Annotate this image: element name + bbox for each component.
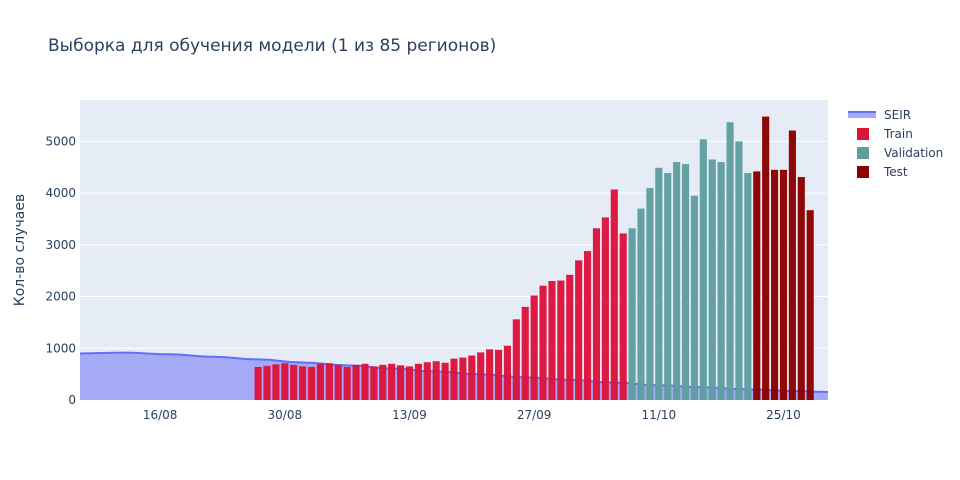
validation-bar bbox=[717, 162, 725, 400]
train-bar bbox=[575, 260, 583, 400]
test-bar bbox=[788, 130, 796, 400]
train-bar bbox=[521, 306, 529, 400]
train-bar bbox=[584, 251, 592, 400]
legend-label: Test bbox=[883, 165, 908, 179]
test-bar bbox=[779, 169, 788, 400]
train-bar bbox=[539, 285, 547, 400]
validation-bar bbox=[681, 164, 690, 400]
train-bar bbox=[610, 189, 618, 400]
train-bar bbox=[486, 349, 494, 400]
legend-swatch-validation bbox=[857, 147, 869, 159]
train-bar bbox=[352, 364, 360, 400]
train-bar bbox=[263, 365, 271, 400]
y-axis-ticks: 0 1000 2000 3000 4000 5000 bbox=[45, 134, 76, 407]
x-tick-label: 16/08 bbox=[143, 408, 178, 422]
x-tick-label: 27/09 bbox=[517, 408, 552, 422]
train-bar bbox=[432, 361, 440, 400]
train-bar bbox=[441, 362, 449, 400]
y-tick-label: 4000 bbox=[45, 186, 76, 200]
validation-bar bbox=[690, 195, 698, 400]
train-bar bbox=[450, 358, 458, 400]
train-bar bbox=[619, 233, 627, 400]
validation-bar bbox=[744, 172, 752, 400]
seir-line bbox=[79, 351, 829, 393]
validation-bar bbox=[664, 172, 672, 400]
validation-bar bbox=[708, 159, 716, 400]
train-bar bbox=[459, 357, 467, 400]
legend[interactable]: SEIR Train Validation Test bbox=[848, 108, 943, 179]
train-bar bbox=[370, 366, 378, 400]
train-bar bbox=[325, 363, 333, 400]
x-tick-label: 13/09 bbox=[392, 408, 427, 422]
legend-item-seir[interactable]: SEIR bbox=[848, 108, 911, 122]
validation-bar bbox=[628, 228, 636, 400]
train-bar bbox=[272, 364, 280, 400]
train-bar bbox=[343, 366, 351, 400]
test-bar bbox=[753, 171, 761, 400]
train-bar bbox=[512, 319, 520, 400]
train-bar bbox=[316, 363, 324, 400]
train-bar bbox=[601, 217, 609, 400]
validation-bar bbox=[699, 139, 707, 400]
legend-label: Validation bbox=[884, 146, 943, 160]
train-bar bbox=[397, 365, 405, 400]
train-bar bbox=[423, 362, 431, 400]
validation-bar bbox=[637, 208, 645, 400]
test-bar bbox=[806, 210, 814, 400]
train-bar bbox=[503, 345, 511, 400]
train-bar bbox=[379, 364, 387, 400]
bar-series bbox=[254, 116, 814, 400]
legend-swatch-test bbox=[857, 166, 869, 178]
legend-item-validation[interactable]: Validation bbox=[857, 146, 943, 160]
x-tick-label: 25/10 bbox=[766, 408, 801, 422]
y-tick-label: 1000 bbox=[45, 341, 76, 355]
train-bar bbox=[548, 281, 556, 400]
validation-bar bbox=[735, 141, 743, 400]
test-bar bbox=[762, 116, 770, 400]
legend-item-train[interactable]: Train bbox=[857, 127, 913, 141]
train-bar bbox=[299, 366, 307, 400]
y-tick-label: 2000 bbox=[45, 290, 76, 304]
train-bar bbox=[557, 280, 565, 400]
train-bar bbox=[414, 363, 422, 400]
x-tick-label: 30/08 bbox=[268, 408, 303, 422]
validation-bar bbox=[655, 167, 663, 400]
train-bar bbox=[254, 366, 262, 400]
legend-swatch-seir bbox=[848, 112, 876, 118]
train-bar bbox=[361, 363, 369, 400]
validation-bar bbox=[646, 187, 654, 400]
x-axis-ticks: 16/08 30/08 13/09 27/09 11/10 25/10 bbox=[143, 408, 801, 422]
train-bar bbox=[592, 228, 601, 400]
y-tick-label: 5000 bbox=[45, 134, 76, 148]
train-bar bbox=[290, 364, 298, 400]
train-bar bbox=[334, 364, 342, 400]
legend-label: Train bbox=[883, 127, 913, 141]
legend-swatch-train bbox=[857, 128, 869, 140]
legend-label: SEIR bbox=[884, 108, 911, 122]
y-axis-title: Кол-во случаев bbox=[12, 194, 28, 306]
train-bar bbox=[388, 363, 396, 400]
test-bar bbox=[771, 169, 779, 400]
train-bar bbox=[405, 366, 414, 400]
x-tick-label: 11/10 bbox=[642, 408, 677, 422]
train-bar bbox=[566, 274, 574, 400]
train-bar bbox=[468, 355, 476, 400]
train-bar bbox=[530, 295, 538, 400]
y-tick-label: 0 bbox=[68, 393, 76, 407]
test-bar bbox=[797, 177, 805, 400]
validation-bar bbox=[726, 122, 734, 400]
train-bar bbox=[494, 349, 503, 400]
validation-bar bbox=[673, 162, 681, 400]
train-bar bbox=[281, 363, 289, 400]
train-bar bbox=[307, 366, 316, 400]
train-bar bbox=[477, 352, 485, 400]
chart-title: Выборка для обучения модели (1 из 85 рег… bbox=[48, 36, 496, 56]
y-tick-label: 3000 bbox=[45, 238, 76, 252]
legend-item-test[interactable]: Test bbox=[857, 165, 908, 179]
